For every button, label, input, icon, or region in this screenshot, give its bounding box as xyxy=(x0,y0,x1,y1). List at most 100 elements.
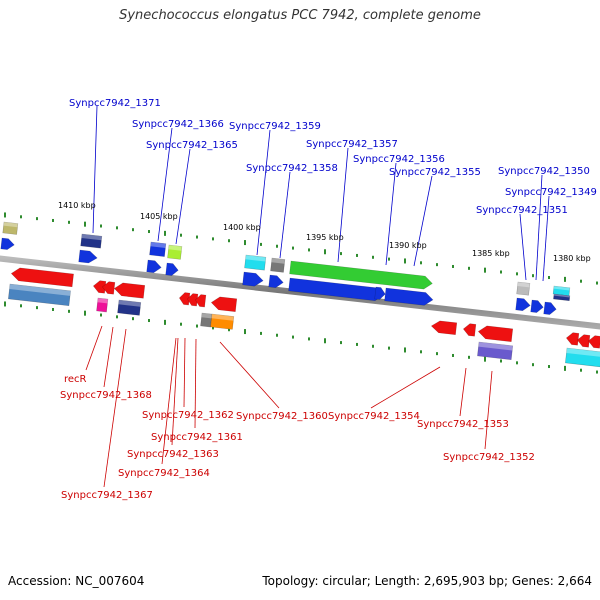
feature-highlight xyxy=(118,300,141,307)
feature-box xyxy=(477,341,514,361)
gene-label-synpcc7942-1349: Synpcc7942_1349 xyxy=(505,187,597,198)
ruler-dot xyxy=(580,368,582,372)
feature-box xyxy=(516,281,531,296)
ruler-dot xyxy=(452,353,454,357)
feature-highlight xyxy=(211,314,234,321)
ruler-dot xyxy=(52,307,54,311)
ruler-dot xyxy=(36,306,38,310)
ruler-dot xyxy=(244,329,246,335)
connector-synpcc7942-1362 xyxy=(183,337,186,408)
ruler-dot xyxy=(212,326,214,330)
ruler-dot xyxy=(580,279,582,283)
ruler-dot xyxy=(420,350,422,354)
connector-synpcc7942-1356 xyxy=(385,162,397,266)
feature-highlight xyxy=(553,286,570,291)
gene-arrow-reverse xyxy=(477,325,514,343)
gene-feature xyxy=(289,260,433,290)
gene-feature xyxy=(2,221,19,235)
ruler-dot xyxy=(228,239,230,243)
ruler-dot xyxy=(180,233,182,237)
ruler-dot xyxy=(180,322,182,326)
ruler-dot xyxy=(468,355,470,359)
ruler-dot xyxy=(340,341,342,345)
gene-feature xyxy=(117,299,142,316)
gene-feature xyxy=(80,233,103,249)
ruler-dot xyxy=(132,317,134,321)
gene-arrow-forward xyxy=(384,287,434,306)
feature-highlight xyxy=(566,348,600,357)
ruler-dot xyxy=(596,281,598,285)
gene-label-synpcc7942-1351: Synpcc7942_1351 xyxy=(476,205,568,216)
gene-arrow-forward xyxy=(146,259,162,273)
gene-feature xyxy=(101,281,116,295)
ruler-dot xyxy=(372,255,374,259)
gene-feature xyxy=(530,299,544,313)
connector-synpcc7942-1349 xyxy=(542,195,550,282)
connector-synpcc7942-1350 xyxy=(535,174,543,281)
ruler-dot xyxy=(84,221,86,227)
ruler-dot xyxy=(596,370,598,374)
connector-synpcc7942-1353 xyxy=(459,367,467,417)
ruler-dot xyxy=(468,266,470,270)
ruler-dot xyxy=(244,240,246,246)
gene-features xyxy=(0,221,600,368)
feature-box xyxy=(565,347,600,368)
gene-label-recr: recR xyxy=(64,374,87,385)
gene-feature xyxy=(210,313,235,330)
feature-box xyxy=(2,221,19,235)
gene-feature xyxy=(78,249,98,264)
ruler-dot xyxy=(20,215,22,219)
connector-synpcc7942-1358 xyxy=(279,171,291,259)
gene-arrow-reverse xyxy=(576,334,591,348)
ruler-dot xyxy=(196,235,198,239)
feature-highlight xyxy=(97,298,108,304)
feature-highlight xyxy=(478,342,513,351)
connector-synpcc7942-1366 xyxy=(157,127,173,242)
gene-feature xyxy=(210,296,238,313)
ruler-dot xyxy=(148,319,150,323)
feature-box xyxy=(244,254,267,271)
gene-label-synpcc7942-1358: Synpcc7942_1358 xyxy=(246,163,338,174)
gene-label-synpcc7942-1359: Synpcc7942_1359 xyxy=(229,121,321,132)
gene-arrow-forward xyxy=(242,271,264,287)
ruler-dot xyxy=(436,263,438,267)
gene-label-synpcc7942-1350: Synpcc7942_1350 xyxy=(498,166,590,177)
gene-arrow-reverse xyxy=(565,332,580,346)
gene-label-synpcc7942-1371: Synpcc7942_1371 xyxy=(69,98,161,109)
feature-box xyxy=(553,293,571,302)
ruler-dot xyxy=(116,315,118,319)
gene-feature xyxy=(268,274,284,288)
ruler-dot xyxy=(484,356,486,362)
gene-arrow-forward xyxy=(374,286,386,300)
ruler-dot xyxy=(228,328,230,332)
gene-labels: Synpcc7942_1371 Synpcc7942_1366 Synpcc7942… xyxy=(60,98,597,501)
gene-feature xyxy=(553,293,571,302)
connector-synpcc7942-1357 xyxy=(337,147,349,263)
gene-feature xyxy=(244,254,267,271)
gene-feature xyxy=(195,294,207,308)
gene-feature xyxy=(179,292,191,306)
gene-feature xyxy=(270,257,286,273)
page-title: Synechococcus elongatus PCC 7942, comple… xyxy=(119,8,481,23)
gene-label-synpcc7942-1360: Synpcc7942_1360 xyxy=(236,411,328,422)
gene-arrow-forward xyxy=(289,260,433,290)
gene-label-synpcc7942-1365: Synpcc7942_1365 xyxy=(146,140,238,151)
connector-synpcc7942-1360 xyxy=(219,341,280,409)
gene-feature xyxy=(543,301,557,315)
feature-highlight xyxy=(3,222,18,228)
gene-feature xyxy=(165,262,179,276)
gene-label-synpcc7942-1362: Synpcc7942_1362 xyxy=(142,410,234,421)
tick-label-1385-kbp: 1385 kbp xyxy=(472,249,510,258)
ruler-dot xyxy=(164,230,166,236)
gene-label-synpcc7942-1356: Synpcc7942_1356 xyxy=(353,154,445,165)
ruler-dot xyxy=(196,324,198,328)
feature-box xyxy=(210,313,235,330)
ruler-dot xyxy=(532,274,534,278)
gene-feature xyxy=(477,325,514,343)
ruler-dot xyxy=(308,248,310,252)
ruler-dot xyxy=(324,249,326,255)
ruler-dot xyxy=(4,301,6,307)
tick-label-1405-kbp: 1405 kbp xyxy=(140,212,178,221)
gene-feature xyxy=(515,297,531,311)
ruler-dot xyxy=(548,365,550,369)
